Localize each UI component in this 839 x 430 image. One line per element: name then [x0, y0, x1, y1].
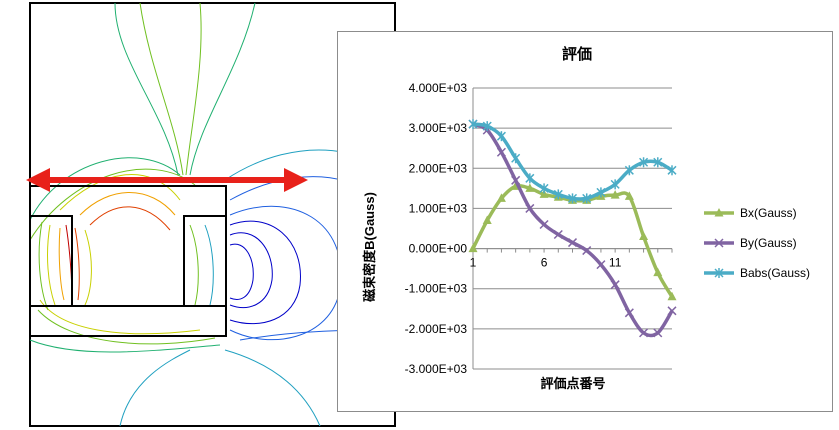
data-point — [639, 157, 649, 168]
x-axis-label: 評価点番号 — [540, 376, 605, 391]
data-point — [539, 219, 549, 230]
data-point — [567, 238, 578, 248]
data-point — [553, 229, 563, 240]
y-tick-label: 0.000E+00 — [409, 242, 468, 256]
chart-panel: 評価 -3.000E+03 -2.000E+03 -1.000E+03 0.000E+… — [337, 31, 833, 412]
data-point — [610, 179, 620, 190]
data-point — [582, 193, 592, 204]
legend-label: Babs(Gauss) — [740, 266, 810, 280]
data-point — [667, 165, 677, 176]
data-point — [624, 165, 634, 176]
data-point — [496, 193, 506, 202]
data-point — [511, 175, 521, 185]
field-plot-frame — [29, 2, 396, 427]
data-point — [610, 190, 620, 199]
y-tick-label: 1.000E+03 — [409, 201, 468, 215]
y-tick-label: 4.000E+03 — [409, 81, 468, 95]
chart-series — [468, 119, 677, 338]
x-tick-label: 11 — [609, 256, 622, 270]
y-tick-label: 3.000E+03 — [409, 121, 468, 135]
data-point — [482, 121, 492, 132]
chart-gridlines — [472, 87, 673, 370]
evaluation-chart: 評価 -3.000E+03 -2.000E+03 -1.000E+03 0.000E+… — [362, 45, 810, 391]
data-point — [496, 147, 506, 157]
data-point — [567, 193, 578, 204]
direction-arrow — [26, 168, 308, 192]
x-tick-label: 6 — [541, 256, 548, 270]
data-point — [639, 328, 649, 338]
y-tick-label: -1.000E+03 — [405, 282, 468, 296]
data-point — [596, 187, 606, 198]
y-tick-label: -3.000E+03 — [405, 362, 468, 376]
data-point — [653, 157, 663, 168]
data-point — [496, 131, 506, 142]
data-point — [653, 267, 663, 277]
data-point — [624, 191, 634, 200]
data-point — [667, 291, 677, 301]
data-point — [553, 189, 563, 200]
y-tick-label: 2.000E+03 — [409, 161, 468, 175]
field-contour-plot — [26, 2, 396, 427]
data-point — [667, 306, 677, 316]
data-point — [610, 280, 620, 290]
legend-marker — [714, 268, 724, 278]
data-point — [539, 183, 549, 194]
data-point — [539, 189, 549, 198]
chart-title: 評価 — [562, 45, 592, 63]
chart-legend: Bx(Gauss) By(Gauss) Babs(Gauss) — [704, 206, 810, 280]
legend-marker — [714, 238, 724, 248]
data-point — [468, 243, 478, 253]
y-tick-label: -2.000E+03 — [405, 322, 468, 336]
data-point — [596, 260, 606, 270]
data-point — [525, 203, 535, 213]
y-tick-labels: -3.000E+03 -2.000E+03 -1.000E+03 0.000E+00 1… — [405, 81, 468, 376]
legend-marker — [714, 208, 724, 217]
magnet-outline — [29, 185, 227, 337]
data-point — [653, 328, 663, 338]
data-point — [525, 183, 535, 192]
data-point — [468, 119, 478, 130]
y-axis-label: 磁束密度B(Gauss) — [362, 192, 377, 302]
data-point — [482, 215, 492, 224]
legend-label: Bx(Gauss) — [740, 206, 797, 220]
data-point — [525, 173, 535, 184]
legend-label: By(Gauss) — [740, 236, 797, 250]
data-point — [582, 246, 592, 256]
x-tick-labels: 1 6 11 — [470, 256, 622, 270]
x-tick-label: 1 — [470, 256, 477, 270]
data-point — [624, 308, 634, 318]
data-point — [639, 231, 649, 241]
data-point — [511, 153, 521, 164]
